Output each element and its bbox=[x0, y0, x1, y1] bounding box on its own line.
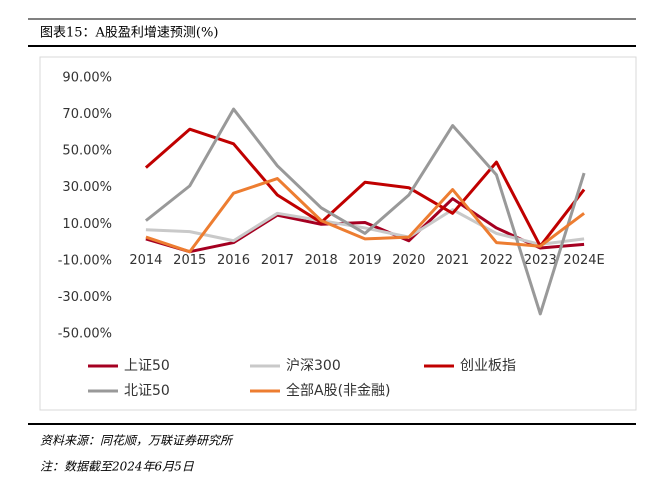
y-tick-label: -30.00% bbox=[58, 290, 112, 305]
y-tick-label: 30.00% bbox=[62, 180, 112, 195]
x-tick-label: 2018 bbox=[305, 253, 338, 268]
legend-label: 北证50 bbox=[124, 383, 170, 399]
legend-label: 全部A股(非金融) bbox=[286, 382, 391, 399]
series-line bbox=[145, 208, 585, 246]
x-tick-label: 2017 bbox=[261, 253, 294, 268]
series-line bbox=[145, 177, 585, 254]
date-note: 注：数据截至2024年6月5日 bbox=[40, 460, 195, 474]
y-tick-label: -10.00% bbox=[58, 253, 112, 268]
y-tick-label: 10.00% bbox=[62, 217, 112, 232]
x-tick-label: 2014 bbox=[129, 253, 162, 268]
x-tick-label: 2021 bbox=[436, 253, 469, 268]
legend-label: 上证50 bbox=[124, 358, 170, 374]
header-title: 图表15：A股盈利增速预测(%) bbox=[40, 26, 218, 41]
y-tick-label: 50.00% bbox=[62, 144, 112, 159]
chart-frame bbox=[39, 56, 637, 411]
x-tick-label: 2024E bbox=[563, 253, 604, 268]
y-tick-label: 90.00% bbox=[62, 71, 112, 86]
x-tick-label: 2020 bbox=[392, 253, 425, 268]
series-line bbox=[145, 197, 585, 254]
series-line bbox=[144, 107, 586, 316]
y-tick-label: 70.00% bbox=[62, 107, 112, 122]
legend-label: 创业板指 bbox=[460, 358, 516, 374]
x-tick-label: 2022 bbox=[480, 253, 513, 268]
legend-label: 沪深300 bbox=[286, 358, 341, 374]
x-tick-label: 2019 bbox=[348, 253, 381, 268]
x-tick-label: 2015 bbox=[173, 253, 206, 268]
y-tick-label: -50.00% bbox=[58, 327, 112, 342]
source-note: 资料来源：同花顺，万联证券研究所 bbox=[40, 434, 234, 448]
series-line bbox=[144, 127, 586, 248]
x-tick-label: 2016 bbox=[217, 253, 250, 268]
x-tick-label: 2023 bbox=[524, 253, 557, 268]
